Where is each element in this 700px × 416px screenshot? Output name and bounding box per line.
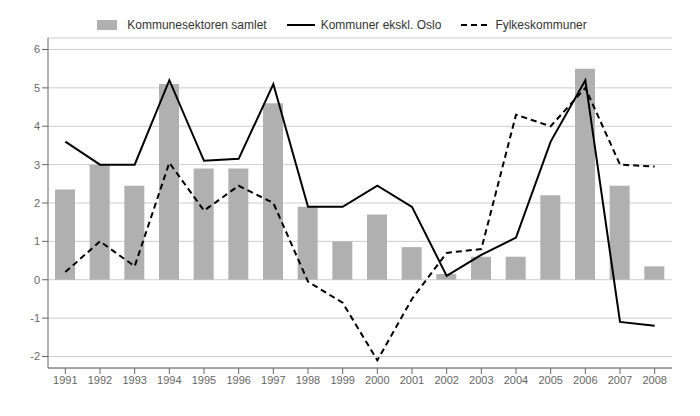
svg-text:1998: 1998 — [296, 374, 320, 386]
svg-text:2: 2 — [34, 197, 40, 209]
svg-text:1991: 1991 — [53, 374, 77, 386]
svg-text:1995: 1995 — [192, 374, 216, 386]
svg-text:1994: 1994 — [157, 374, 181, 386]
svg-text:2005: 2005 — [538, 374, 562, 386]
svg-text:2007: 2007 — [608, 374, 632, 386]
svg-text:2006: 2006 — [573, 374, 597, 386]
svg-text:3: 3 — [34, 159, 40, 171]
svg-text:4: 4 — [34, 120, 40, 132]
svg-text:2003: 2003 — [469, 374, 493, 386]
svg-text:2008: 2008 — [642, 374, 666, 386]
svg-text:2000: 2000 — [365, 374, 389, 386]
svg-text:1: 1 — [34, 235, 40, 247]
html-text:Kommuner ekskl. Oslo: Kommuner ekskl. Oslo — [320, 18, 442, 32]
svg-text:0: 0 — [34, 274, 40, 286]
svg-text:-2: -2 — [30, 350, 40, 362]
svg-text:1992: 1992 — [88, 374, 112, 386]
svg-text:6: 6 — [34, 43, 40, 55]
svg-text:1996: 1996 — [226, 374, 250, 386]
svg-text:1999: 1999 — [330, 374, 354, 386]
html-text:Kommunesektoren samlet: Kommunesektoren samlet — [127, 18, 267, 32]
html-text:Fylkeskommuner: Fylkeskommuner — [495, 18, 587, 32]
svg-text:-1: -1 — [30, 312, 40, 324]
svg-text:2002: 2002 — [434, 374, 458, 386]
svg-text:1997: 1997 — [261, 374, 285, 386]
svg-text:2004: 2004 — [504, 374, 528, 386]
svg-text:2001: 2001 — [400, 374, 424, 386]
svg-text:5: 5 — [34, 82, 40, 94]
svg-text:1993: 1993 — [122, 374, 146, 386]
